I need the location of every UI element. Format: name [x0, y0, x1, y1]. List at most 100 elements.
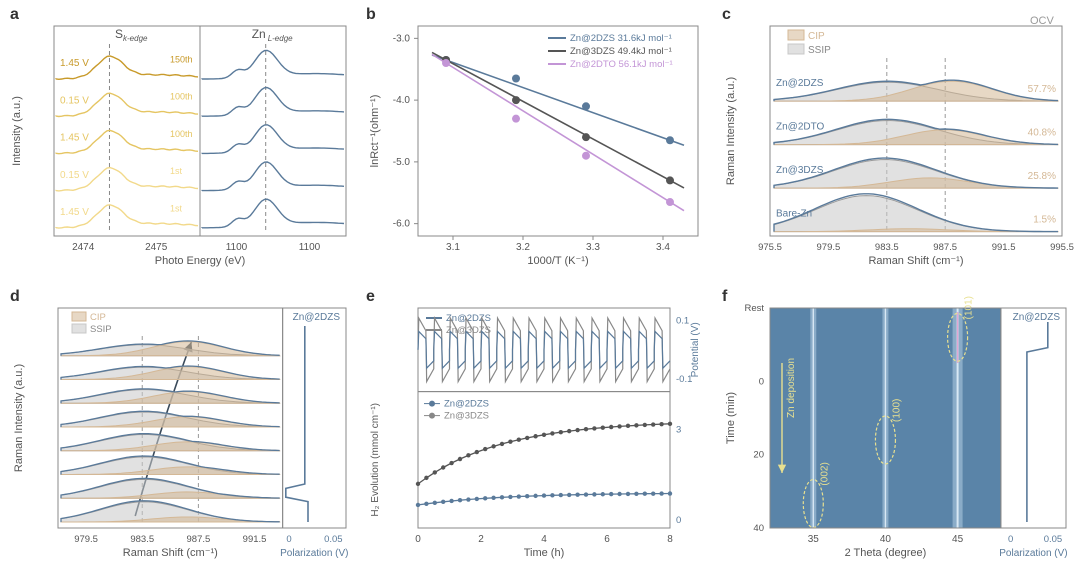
svg-text:8: 8 [667, 534, 673, 545]
svg-text:OCV: OCV [1030, 15, 1055, 27]
svg-text:0: 0 [1008, 534, 1013, 545]
svg-text:2: 2 [478, 534, 484, 545]
panel-c: c OCVCIPSSIPZn@2DZS57.7%Zn@2DTO40.8%Zn@3… [718, 6, 1074, 274]
svg-text:Polarization (V): Polarization (V) [280, 548, 348, 559]
svg-text:1100: 1100 [226, 242, 248, 253]
svg-text:150th: 150th [170, 54, 193, 64]
panel-c-label: c [722, 6, 731, 24]
svg-text:975.5: 975.5 [758, 242, 782, 253]
svg-text:100th: 100th [170, 129, 193, 139]
svg-text:991.5: 991.5 [243, 534, 267, 545]
panel-b-label: b [366, 6, 376, 24]
svg-text:Zn@3DZS: Zn@3DZS [444, 411, 489, 422]
svg-text:1.5%: 1.5% [1033, 215, 1056, 226]
svg-text:Raman Shift (cm⁻¹): Raman Shift (cm⁻¹) [868, 255, 963, 267]
svg-text:1100: 1100 [299, 242, 321, 253]
svg-text:0.05: 0.05 [1044, 534, 1063, 545]
svg-text:(100): (100) [891, 399, 902, 422]
svg-text:S: S [115, 27, 123, 41]
svg-text:995.5: 995.5 [1050, 242, 1074, 253]
svg-text:Zn@2DZS: Zn@2DZS [444, 399, 489, 410]
svg-text:983.5: 983.5 [130, 534, 154, 545]
svg-text:1000/T (K⁻¹): 1000/T (K⁻¹) [527, 255, 588, 267]
svg-text:0: 0 [676, 515, 681, 526]
panel-b: b 3.1 3.2 3.3 3.4 -6.0 -5.0 -4.0 -3.0 Zn@2DZS 31… [362, 6, 710, 274]
svg-text:CIP: CIP [808, 31, 825, 42]
svg-text:-5.0: -5.0 [393, 157, 411, 168]
svg-text:Potential (V): Potential (V) [690, 322, 701, 377]
svg-text:Photo Energy (eV): Photo Energy (eV) [155, 255, 246, 267]
svg-text:40: 40 [880, 534, 892, 545]
svg-text:0.05: 0.05 [324, 534, 343, 545]
panel-e: e Zn@2DZSZn@3DZS-0.10.1Potential (V)Zn@2… [362, 288, 710, 566]
svg-text:1st: 1st [170, 166, 183, 176]
panel-f-svg: (002)(100)(101)Zn depositionZn@2DZS35404… [718, 288, 1074, 566]
svg-text:Zn@2DTO: Zn@2DTO [776, 121, 825, 132]
svg-text:H₂ Evolution (mmol cm⁻¹): H₂ Evolution (mmol cm⁻¹) [370, 403, 381, 517]
svg-text:3.1: 3.1 [446, 242, 460, 253]
svg-text:-3.0: -3.0 [393, 33, 411, 44]
svg-text:2 Theta (degree): 2 Theta (degree) [845, 547, 927, 559]
svg-text:Time (h): Time (h) [524, 547, 565, 559]
svg-text:6: 6 [604, 534, 610, 545]
panel-c-svg: OCVCIPSSIPZn@2DZS57.7%Zn@2DTO40.8%Zn@3DZ… [718, 6, 1074, 274]
svg-text:987.5: 987.5 [933, 242, 957, 253]
svg-text:Zn@2DZS 31.6kJ mol⁻¹: Zn@2DZS 31.6kJ mol⁻¹ [570, 33, 672, 44]
svg-text:0: 0 [286, 534, 291, 545]
panel-d-label: d [10, 288, 20, 306]
svg-text:45: 45 [952, 534, 964, 545]
svg-text:20: 20 [753, 450, 764, 461]
svg-text:40: 40 [753, 523, 764, 534]
panel-e-label: e [366, 288, 375, 306]
panel-b-svg: 3.1 3.2 3.3 3.4 -6.0 -5.0 -4.0 -3.0 Zn@2DZS 31.6… [362, 6, 710, 274]
svg-text:Bare-Zn: Bare-Zn [776, 208, 812, 219]
svg-text:Zn@3DZS 49.4kJ mol⁻¹: Zn@3DZS 49.4kJ mol⁻¹ [570, 46, 672, 57]
svg-text:40.8%: 40.8% [1028, 128, 1056, 139]
svg-text:Zn deposition: Zn deposition [786, 358, 797, 418]
panel-a-label: a [10, 6, 19, 24]
svg-text:lnRct⁻¹(ohm⁻¹): lnRct⁻¹(ohm⁻¹) [369, 95, 381, 168]
svg-text:L-edge: L-edge [268, 34, 293, 43]
svg-text:1.45 V: 1.45 V [60, 133, 89, 144]
svg-text:-6.0: -6.0 [393, 219, 411, 230]
svg-text:Time (min): Time (min) [725, 392, 737, 444]
svg-text:1.45 V: 1.45 V [60, 58, 89, 69]
svg-text:k-edge: k-edge [123, 34, 148, 43]
svg-text:3.4: 3.4 [656, 242, 670, 253]
svg-text:991.5: 991.5 [992, 242, 1016, 253]
panel-a: a Sk-edgeZnL-edge1.45 V1st0.15 V1st1.45 … [6, 6, 354, 274]
svg-text:0.15 V: 0.15 V [60, 170, 89, 181]
svg-text:CIP: CIP [90, 312, 106, 323]
panel-a-svg: Sk-edgeZnL-edge1.45 V1st0.15 V1st1.45 V1… [6, 6, 354, 274]
svg-text:Raman Intensity (a.u.): Raman Intensity (a.u.) [725, 77, 737, 185]
svg-text:35: 35 [808, 534, 820, 545]
svg-text:0.1: 0.1 [676, 316, 689, 327]
svg-text:Intensity (a.u.): Intensity (a.u.) [11, 96, 23, 166]
svg-text:Zn@2DZS: Zn@2DZS [293, 312, 341, 323]
svg-text:3.3: 3.3 [586, 242, 600, 253]
svg-text:Zn@2DZS: Zn@2DZS [776, 78, 824, 89]
svg-text:3.2: 3.2 [516, 242, 530, 253]
svg-text:0.15 V: 0.15 V [60, 95, 89, 106]
svg-text:987.5: 987.5 [187, 534, 211, 545]
svg-text:Zn@3DZS: Zn@3DZS [776, 165, 824, 176]
svg-text:Zn: Zn [252, 27, 266, 41]
svg-text:Polarization (V): Polarization (V) [999, 548, 1067, 559]
svg-text:SSIP: SSIP [90, 324, 112, 335]
svg-text:2475: 2475 [145, 242, 168, 253]
svg-text:2474: 2474 [72, 242, 95, 253]
svg-text:Raman Shift (cm⁻¹): Raman Shift (cm⁻¹) [123, 547, 218, 559]
svg-text:3: 3 [676, 425, 681, 436]
panel-e-svg: Zn@2DZSZn@3DZS-0.10.1Potential (V)Zn@2DZ… [362, 288, 710, 566]
svg-text:57.7%: 57.7% [1028, 84, 1056, 95]
svg-text:0: 0 [415, 534, 421, 545]
svg-text:(002): (002) [819, 462, 830, 485]
svg-text:1.45 V: 1.45 V [60, 207, 89, 218]
svg-text:0: 0 [759, 376, 764, 387]
panel-f: f (002)(100)(101)Zn depositionZn@2DZS354… [718, 288, 1074, 566]
svg-text:Raman Intensity (a.u.): Raman Intensity (a.u.) [13, 364, 25, 472]
svg-text:983.5: 983.5 [875, 242, 899, 253]
svg-text:-4.0: -4.0 [393, 95, 411, 106]
svg-text:979.5: 979.5 [74, 534, 98, 545]
svg-text:Zn@2DZS: Zn@2DZS [1013, 312, 1061, 323]
